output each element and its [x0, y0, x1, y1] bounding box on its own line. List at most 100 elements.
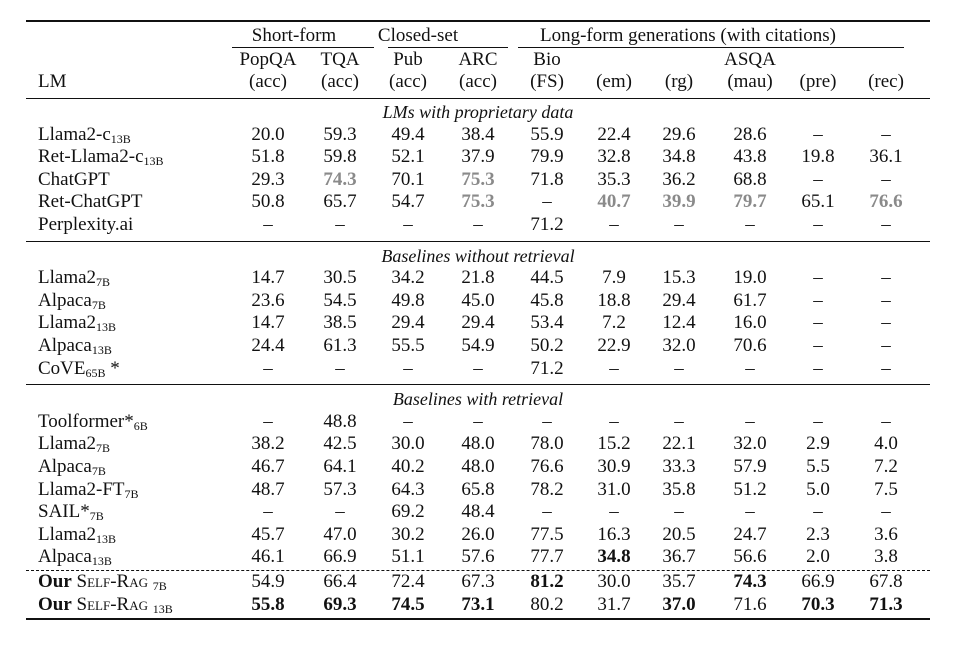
column-unit: (mau)	[727, 71, 773, 92]
table-cell: 30.0	[597, 571, 631, 592]
table-cell: –	[745, 410, 755, 432]
table-cell: 15.3	[662, 267, 696, 289]
table-cell: 29.3	[251, 168, 285, 190]
table-cell: –	[609, 501, 619, 523]
table-cell: 55.8	[251, 593, 285, 615]
model-size: 65B	[85, 365, 106, 380]
model-size: 13B	[96, 320, 117, 335]
model-note: *	[105, 357, 120, 379]
table-cell: 37.9	[461, 146, 495, 168]
model-name: ChatGPT	[38, 169, 110, 191]
table-cell: –	[263, 501, 273, 523]
table-cell: 19.0	[733, 267, 767, 289]
table-cell: 51.2	[733, 478, 767, 500]
table-cell: –	[813, 267, 823, 289]
table-cell: 48.7	[251, 478, 285, 500]
model-name: Llama27B	[38, 433, 110, 455]
group-header: Closed-set	[377, 25, 459, 46]
table-cell: 48.0	[461, 433, 495, 455]
table-cell: 5.0	[806, 478, 830, 500]
table-cell: –	[745, 214, 755, 235]
table-cell: 15.2	[597, 433, 631, 455]
model-label: Perplexity.ai	[38, 214, 134, 235]
table-cell: 72.4	[391, 571, 425, 592]
table-cell: 5.5	[806, 456, 830, 477]
column-title: ASQA	[724, 49, 776, 70]
table-cell: 46.1	[251, 546, 285, 568]
table-cell: 50.2	[530, 335, 564, 356]
table-cell: 35.3	[597, 168, 631, 190]
table-cell: –	[813, 335, 823, 356]
table-cell: 71.3	[869, 593, 903, 615]
model-size: 13B	[110, 131, 131, 146]
table-cell: 54.5	[323, 289, 357, 311]
model-label: Alpaca	[38, 335, 92, 356]
table-cell: –	[813, 214, 823, 235]
table-cell: 79.7	[733, 191, 767, 213]
model-name: Toolformer*6B	[38, 411, 148, 433]
model-name: Alpaca7B	[38, 456, 106, 478]
table-cell: –	[263, 214, 273, 235]
section-title: LMs with proprietary data	[382, 102, 574, 122]
section-title: Baselines with retrieval	[392, 389, 564, 410]
table-cell: 20.0	[251, 123, 285, 145]
model-prefix: Our	[38, 571, 72, 592]
model-label: ChatGPT	[38, 168, 110, 190]
table-cell: 79.9	[530, 146, 564, 168]
model-label: Toolformer*	[38, 410, 134, 432]
group-header: Short-form	[251, 25, 337, 46]
model-size: 6B	[133, 418, 148, 433]
table-cell: 29.4	[461, 312, 495, 334]
table-cell: 66.4	[323, 571, 357, 592]
model-name: Llama213B	[38, 312, 116, 334]
table-cell: 74.5	[391, 593, 425, 615]
table-cell: 38.2	[251, 433, 285, 455]
table-cell: –	[813, 501, 823, 523]
table-cell: 12.4	[662, 312, 696, 334]
table-cell: –	[335, 501, 345, 523]
model-label: Llama2-c	[38, 123, 111, 145]
table-cell: 7.2	[874, 456, 898, 477]
model-name: Alpaca13B	[38, 546, 112, 568]
table-cell: –	[813, 357, 823, 379]
table-cell: –	[674, 410, 684, 432]
table-cell: 74.3	[733, 571, 767, 592]
model-name: Ret-ChatGPT	[38, 191, 143, 213]
model-size: 7B	[96, 441, 111, 456]
model-label: Alpaca	[38, 289, 92, 311]
table-cell: 52.1	[391, 146, 425, 168]
table-cell: 45.8	[530, 289, 564, 311]
table-cell: 24.4	[251, 335, 285, 356]
table-cell: 75.3	[461, 191, 495, 213]
table-cell: 65.1	[801, 191, 835, 213]
model-name: Our Self-Rag 13B	[38, 594, 173, 616]
table-cell: 67.8	[869, 571, 903, 592]
table-cell: –	[881, 214, 891, 235]
model-size: 13B	[91, 343, 112, 357]
table-cell: 70.3	[801, 593, 835, 615]
table-cell: –	[335, 357, 345, 379]
table-cell: 51.1	[391, 546, 425, 568]
model-label: SAIL*	[38, 501, 90, 523]
table-cell: 45.0	[461, 289, 495, 311]
model-size: 7B	[124, 486, 139, 501]
table-cell: 38.5	[323, 312, 357, 334]
table-cell: –	[609, 214, 619, 235]
table-cell: 28.6	[733, 123, 767, 145]
table-cell: 77.5	[530, 523, 564, 545]
model-label: CoVE	[38, 357, 86, 379]
table-cell: 71.2	[530, 214, 564, 235]
table-cell: –	[674, 501, 684, 523]
table-cell: 49.8	[391, 289, 425, 311]
table-cell: –	[881, 312, 891, 334]
table-cell: –	[745, 501, 755, 523]
table-cell: –	[403, 410, 413, 432]
table-cell: 37.0	[662, 593, 696, 615]
table-cell: –	[473, 214, 483, 235]
model-name: Ret-Llama2-c13B	[38, 146, 164, 168]
table-cell: 73.1	[461, 593, 495, 615]
table-cell: 78.2	[530, 478, 564, 500]
header-rule	[26, 98, 930, 99]
column-title: TQA	[320, 49, 360, 70]
table-cell: –	[881, 168, 891, 190]
